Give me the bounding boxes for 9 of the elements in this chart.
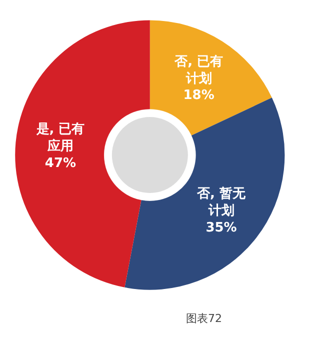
slice-label: 否, 暂无计划: [196, 185, 247, 218]
donut-slice: [150, 20, 272, 136]
text: 图表72: [186, 312, 222, 325]
slice-label: 否, 已有计划: [174, 54, 224, 86]
data-label: 47%: [44, 156, 76, 171]
data-label: 18%: [183, 88, 214, 104]
slice-label: 是, 已有应用: [35, 122, 85, 154]
data-label: 35%: [206, 220, 237, 236]
donut-slice: [15, 20, 150, 288]
